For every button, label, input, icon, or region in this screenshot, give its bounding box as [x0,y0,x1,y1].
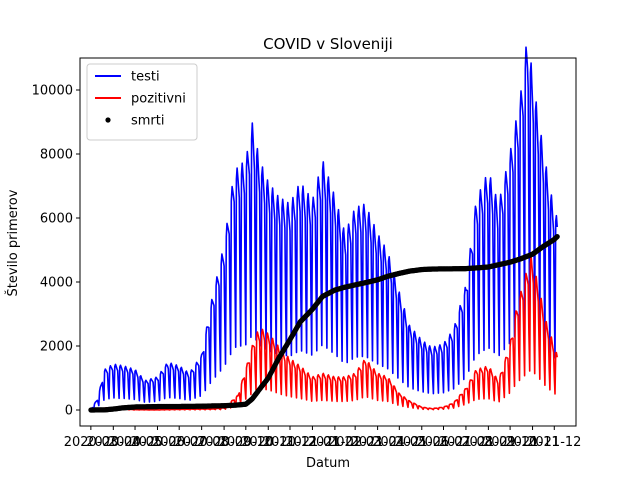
x-tick-label: 2021-12 [527,435,581,450]
series-testi-line [90,46,558,411]
chart-title: COVID v Sloveniji [263,35,393,53]
y-tick-label: 2000 [40,340,73,355]
x-tick-label: 2021-05 [372,435,426,450]
x-tick-label: 2020-12 [263,435,317,450]
legend-label-testi: testi [131,70,160,85]
x-tick-label: 2020-05 [108,435,162,450]
data-point [554,234,560,240]
y-tick-label: 6000 [40,212,73,227]
plot-frame [79,57,577,427]
x-tick-label: 2021-11 [505,435,559,450]
x-tick-label: 2020-11 [241,435,295,450]
x-tick-label: 2020-07 [152,435,206,450]
x-tick-label: 2021-04 [350,435,404,450]
x-tick-label: 2020-03 [64,435,118,450]
x-tick-label: 2020-06 [130,435,184,450]
series-smrti-markers [88,234,560,413]
x-tick-label: 2021-03 [328,435,382,450]
x-tick-label: 2020-10 [219,435,273,450]
y-tick-label: 0 [65,404,73,419]
x-tick-label: 2021-08 [439,435,493,450]
legend-box [86,63,198,141]
y-tick-label: 8000 [40,148,73,163]
x-tick-label: 2021-07 [416,435,470,450]
x-axis-title: Datum [306,456,350,471]
x-tick-label: 2021-09 [461,435,515,450]
x-tick-label: 2020-09 [197,435,251,450]
x-tick-label: 2021-10 [483,435,537,450]
legend-label-smrti: smrti [131,114,165,129]
legend-marker-smrti [105,117,111,123]
x-tick-label: 2021-02 [308,435,362,450]
y-tick-label: 10000 [32,84,73,99]
y-tick-label: 4000 [40,276,73,291]
x-tick-label: 2020-04 [86,435,140,450]
y-axis-title: Število primerov [5,189,21,296]
legend: testi pozitivni smrti [86,63,198,141]
x-tick-label: 2021-01 [285,435,339,450]
legend-label-pozitivni: pozitivni [131,92,186,107]
x-tick-label: 2020-08 [174,435,228,450]
x-tick-label: 2021-06 [395,435,449,450]
series-pozitivni-line [90,254,558,411]
